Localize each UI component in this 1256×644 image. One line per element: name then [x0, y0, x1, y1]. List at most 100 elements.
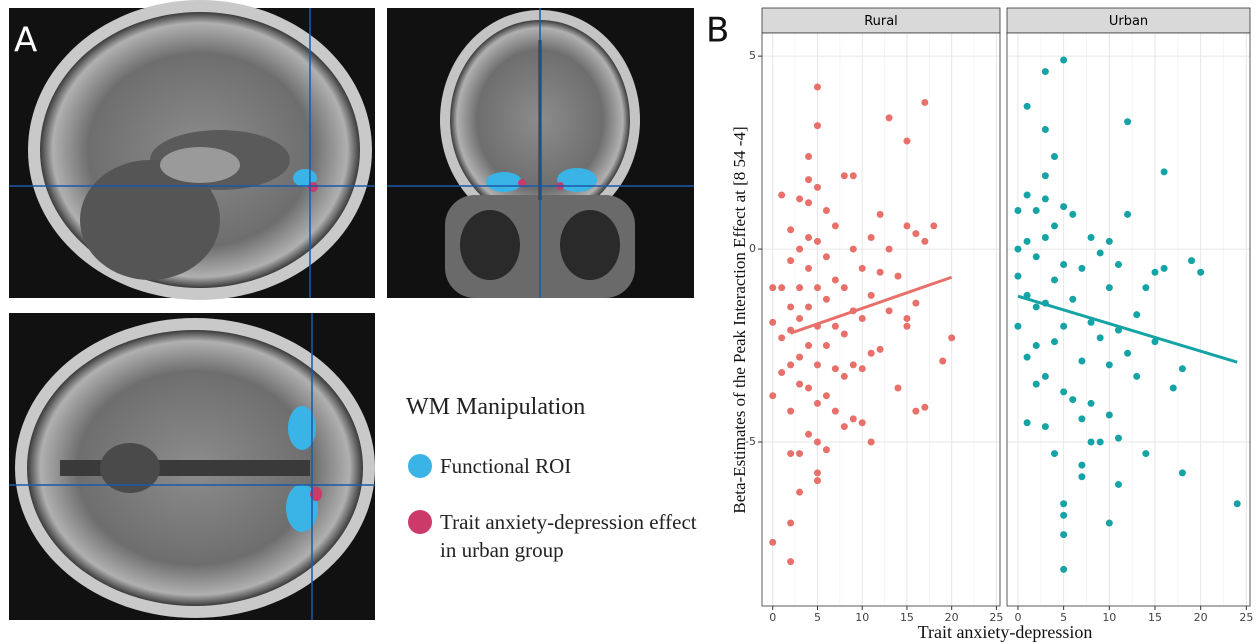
legend-label: Trait anxiety-depression effect in urban… — [440, 508, 700, 564]
data-point — [1033, 303, 1040, 310]
data-point — [1124, 118, 1131, 125]
data-point — [778, 334, 785, 341]
data-point — [1033, 342, 1040, 349]
data-point — [832, 365, 839, 372]
data-point — [903, 222, 910, 229]
data-point — [1042, 172, 1049, 179]
data-point — [787, 408, 794, 415]
data-point — [1042, 373, 1049, 380]
data-point — [814, 361, 821, 368]
panel-label: A — [14, 21, 37, 61]
data-point — [868, 292, 875, 299]
data-point — [769, 319, 776, 326]
data-point — [1051, 153, 1058, 160]
x-tick-label: 15 — [900, 611, 914, 624]
data-point — [912, 408, 919, 415]
data-point — [895, 273, 902, 280]
data-point — [1088, 234, 1095, 241]
data-point — [796, 381, 803, 388]
data-point — [787, 226, 794, 233]
data-point — [859, 365, 866, 372]
data-point — [769, 284, 776, 291]
x-tick-label: 5 — [814, 611, 821, 624]
data-point — [814, 184, 821, 191]
data-point — [921, 404, 928, 411]
data-point — [1060, 203, 1067, 210]
data-point — [841, 284, 848, 291]
data-point — [1234, 500, 1241, 507]
data-point — [796, 450, 803, 457]
data-point — [1042, 234, 1049, 241]
data-point — [1133, 311, 1140, 318]
data-point — [1024, 419, 1031, 426]
data-point — [1078, 265, 1085, 272]
data-point — [823, 446, 830, 453]
data-point — [1024, 354, 1031, 361]
data-point — [1014, 273, 1021, 280]
data-point — [1115, 261, 1122, 268]
data-point — [1014, 207, 1021, 214]
x-tick-label: 25 — [989, 611, 1003, 624]
data-point — [877, 211, 884, 218]
data-point — [1051, 276, 1058, 283]
data-point — [1042, 68, 1049, 75]
data-point — [1097, 334, 1104, 341]
data-point — [1060, 323, 1067, 330]
x-tick-label: 5 — [1060, 611, 1067, 624]
data-point — [1078, 415, 1085, 422]
data-point — [903, 323, 910, 330]
data-point — [1042, 423, 1049, 430]
data-point — [832, 323, 839, 330]
strip-label: Rural — [864, 14, 898, 29]
data-point — [778, 369, 785, 376]
data-point — [1051, 222, 1058, 229]
data-point — [921, 238, 928, 245]
data-point — [1069, 396, 1076, 403]
x-tick-label: 15 — [1148, 611, 1162, 624]
data-point — [805, 384, 812, 391]
data-point — [814, 477, 821, 484]
data-point — [823, 342, 830, 349]
data-point — [939, 357, 946, 364]
axial-image — [9, 313, 375, 620]
data-point — [796, 284, 803, 291]
data-point — [796, 315, 803, 322]
data-point — [805, 234, 812, 241]
x-tick-label: 10 — [855, 611, 869, 624]
data-point — [805, 199, 812, 206]
data-point — [850, 415, 857, 422]
data-point — [814, 400, 821, 407]
data-point — [850, 172, 857, 179]
data-point — [787, 450, 794, 457]
data-point — [796, 246, 803, 253]
data-point — [868, 439, 875, 446]
x-tick-label: 0 — [769, 611, 776, 624]
data-point — [814, 122, 821, 129]
data-point — [805, 303, 812, 310]
data-point — [1060, 566, 1067, 573]
data-point — [877, 346, 884, 353]
data-point — [1069, 296, 1076, 303]
data-point — [796, 354, 803, 361]
data-point — [912, 300, 919, 307]
data-point — [778, 192, 785, 199]
data-point — [805, 176, 812, 183]
data-point — [1060, 388, 1067, 395]
data-point — [912, 230, 919, 237]
data-point — [1014, 323, 1021, 330]
data-point — [787, 303, 794, 310]
data-point — [814, 284, 821, 291]
data-point — [1014, 246, 1021, 253]
data-point — [886, 114, 893, 121]
x-axis-label: Trait anxiety-depression — [918, 622, 1093, 642]
data-point — [823, 392, 830, 399]
y-tick-label: -5 — [745, 435, 756, 448]
data-point — [1078, 357, 1085, 364]
data-point — [1024, 238, 1031, 245]
data-point — [1060, 261, 1067, 268]
data-point — [1124, 211, 1131, 218]
data-point — [814, 469, 821, 476]
data-point — [1161, 168, 1168, 175]
data-point — [787, 520, 794, 527]
data-point — [1060, 500, 1067, 507]
